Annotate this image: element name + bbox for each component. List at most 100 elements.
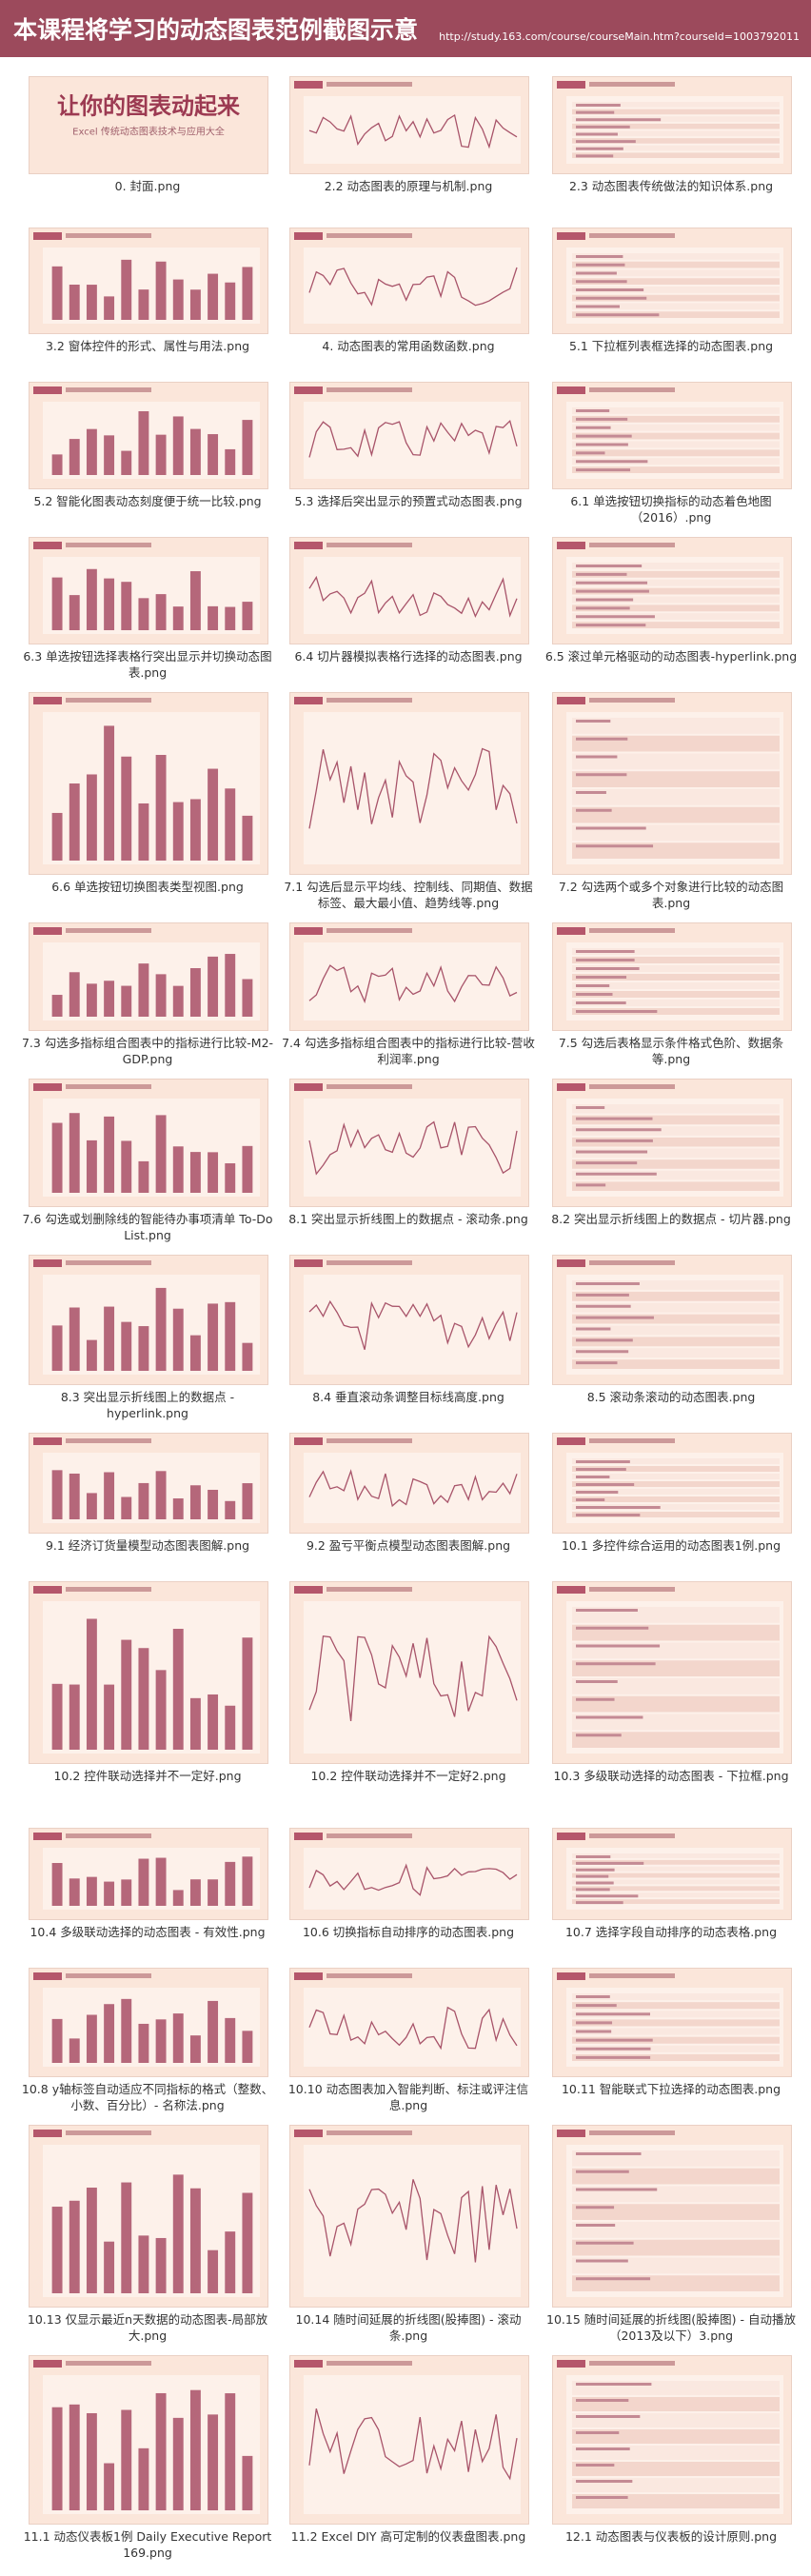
deco-cell <box>576 1468 626 1471</box>
thumb-tag <box>557 2130 585 2137</box>
deco-row <box>572 1489 780 1495</box>
thumb-tag <box>557 1972 585 1980</box>
deco-row <box>572 253 780 260</box>
thumbnail-art <box>294 386 521 479</box>
deco-cell <box>576 976 627 979</box>
deco-bar <box>138 1648 149 1750</box>
thumb-heading <box>589 698 675 703</box>
deco-bar <box>121 1321 132 1371</box>
deco-cell <box>576 1506 661 1509</box>
thumb-tag <box>294 697 323 704</box>
thumb-heading <box>66 1973 151 1978</box>
deco-bar <box>138 1326 149 1371</box>
deco-bar <box>155 1287 167 1371</box>
deco-bar <box>104 1684 115 1750</box>
deco-line <box>308 1635 518 1721</box>
deco-bar <box>121 450 132 475</box>
deco-bar <box>208 2249 219 2293</box>
deco-bar <box>69 783 80 861</box>
thumb-tag <box>33 1437 62 1445</box>
deco-row <box>572 1170 780 1180</box>
thumb-heading <box>326 1973 412 1978</box>
thumbnail <box>289 692 529 875</box>
deco-bar <box>172 1498 184 1519</box>
deco-cell <box>576 993 613 996</box>
deco-line <box>308 1120 518 1176</box>
deco-row <box>572 1280 780 1290</box>
thumb-heading <box>589 1260 675 1265</box>
deco-cell <box>576 409 610 412</box>
deco-bar <box>172 802 184 861</box>
deco-bar <box>189 968 201 1017</box>
deco-bar <box>189 289 201 320</box>
plot-area <box>566 2375 783 2514</box>
thumb-tag <box>33 927 62 935</box>
plot-area <box>566 942 783 1020</box>
deco-bar <box>172 985 184 1017</box>
deco-cell <box>576 2047 651 2051</box>
deco-row <box>572 130 780 137</box>
deco-row <box>572 109 780 115</box>
plot-area <box>304 1848 521 1910</box>
thumb-tag <box>557 1083 585 1091</box>
deco-row <box>572 789 780 805</box>
deco-bar <box>225 2393 236 2510</box>
thumbnail-art <box>557 1083 783 1197</box>
thumb-tag <box>557 1833 585 1840</box>
deco-cell <box>576 984 610 987</box>
deco-bar <box>208 1303 219 1371</box>
deco-bar <box>51 995 63 1017</box>
deco-bar <box>225 954 236 1017</box>
deco-cell <box>576 2206 615 2209</box>
caption: 10.6 切换指标自动排序的动态图表.png <box>302 1925 515 1939</box>
thumbnail-art <box>33 2360 260 2514</box>
thumb-tag <box>33 697 62 704</box>
thumb-heading <box>589 387 675 392</box>
deco-row <box>572 596 780 604</box>
thumb-heading <box>326 543 412 547</box>
caption: 10.7 选择字段自动排序的动态表格.png <box>564 1925 778 1939</box>
thumbnail <box>289 382 529 489</box>
deco-cell <box>576 296 647 300</box>
thumbnail-art <box>33 232 260 324</box>
thumbnail <box>552 1255 792 1385</box>
deco-row <box>572 1359 780 1369</box>
thumbnail-art <box>33 1833 260 1910</box>
deco-bar <box>225 282 236 320</box>
deco-bar <box>172 1890 184 1906</box>
deco-bar <box>69 439 80 475</box>
thumb-tag <box>33 1083 62 1091</box>
deco-cell <box>576 2038 653 2042</box>
deco-cell <box>576 2241 634 2245</box>
deco-row <box>572 1000 780 1006</box>
deco-cell <box>576 125 630 129</box>
deco-cell <box>576 1697 615 1701</box>
thumbnail-art <box>33 1586 260 1754</box>
thumbnail-art <box>557 2360 783 2514</box>
plot-area <box>566 1275 783 1375</box>
deco-bar <box>86 1493 97 1519</box>
deco-bar <box>86 1876 97 1906</box>
thumb-heading <box>326 1084 412 1089</box>
deco-bar <box>189 1335 201 1371</box>
deco-bar <box>51 266 63 320</box>
deco-row <box>572 2429 780 2444</box>
thumb-heading <box>589 1833 675 1838</box>
deco-row <box>572 1678 780 1694</box>
deco-cell <box>576 581 648 585</box>
deco-bar <box>225 1500 236 1519</box>
deco-bar <box>121 1879 132 1906</box>
deco-row <box>572 2053 780 2061</box>
thumb-heading <box>326 1587 412 1592</box>
deco-cell <box>576 2152 642 2155</box>
deco-bar <box>138 1858 149 1906</box>
deco-bar <box>69 1307 80 1371</box>
thumbnail <box>289 1079 529 1207</box>
deco-row <box>572 563 780 569</box>
thumbnail-art <box>557 1259 783 1375</box>
deco-bar <box>104 2463 115 2510</box>
caption: 11.1 动态仪表板1例 Daily Executive Report 169.… <box>23 2529 272 2560</box>
deco-bar <box>69 284 80 320</box>
deco-bar <box>51 2407 63 2510</box>
deco-bar <box>86 1139 97 1193</box>
